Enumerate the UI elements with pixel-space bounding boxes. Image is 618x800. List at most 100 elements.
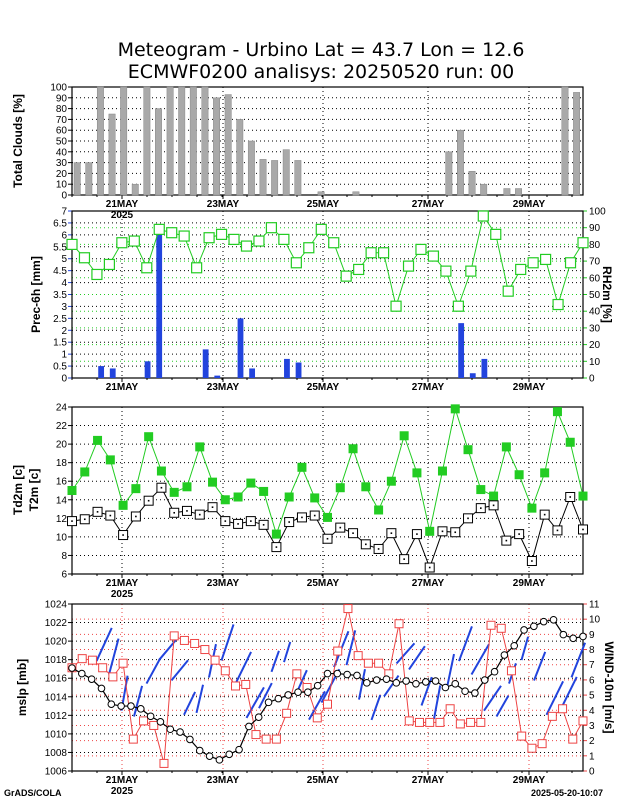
wind-marker bbox=[128, 734, 138, 744]
rh-marker bbox=[377, 247, 390, 259]
wind-marker bbox=[537, 739, 547, 749]
wind-marker bbox=[394, 619, 404, 629]
rh-marker bbox=[340, 270, 352, 282]
cloud-bar bbox=[282, 149, 290, 196]
td2m-marker-dot bbox=[122, 534, 124, 536]
wind-marker bbox=[169, 631, 179, 641]
wind-marker bbox=[261, 734, 271, 744]
td2m-marker-dot bbox=[186, 510, 188, 512]
td2m-marker-dot bbox=[198, 513, 201, 516]
wind-barb bbox=[258, 682, 273, 709]
y-tick-label: 1016 bbox=[45, 674, 68, 685]
cloud-bar bbox=[259, 159, 267, 196]
rh-marker bbox=[66, 238, 78, 250]
y-tick-label: 90 bbox=[56, 93, 68, 104]
precip-bar bbox=[458, 323, 465, 378]
wind-marker bbox=[282, 708, 292, 718]
cloud-bar bbox=[352, 191, 360, 196]
td2m-marker-dot bbox=[250, 520, 252, 522]
t2m-marker bbox=[156, 466, 166, 476]
y-tick-label: 3.5 bbox=[53, 290, 67, 301]
rh-marker bbox=[265, 222, 278, 234]
mslp-marker bbox=[471, 689, 479, 697]
wind-marker bbox=[558, 704, 568, 714]
mslp-marker bbox=[530, 622, 538, 631]
wind-marker bbox=[251, 730, 261, 740]
t2m-marker bbox=[412, 468, 422, 478]
precip-bar bbox=[214, 375, 221, 378]
rh-marker bbox=[303, 242, 315, 254]
mslp-marker bbox=[451, 679, 460, 688]
t2m-marker bbox=[450, 404, 460, 414]
wind-marker bbox=[292, 669, 302, 679]
y-tick-label: 6.5 bbox=[53, 218, 67, 229]
t2m-marker bbox=[310, 493, 320, 503]
chart-title-line2: ECMWF0200 analisys: 20250520 run: 00 bbox=[128, 61, 514, 83]
wind-marker bbox=[404, 716, 414, 726]
mslp-marker bbox=[87, 675, 96, 683]
t2m-marker bbox=[565, 437, 575, 447]
y-tick-label: 1010 bbox=[45, 729, 68, 740]
y2-tick-label: 100 bbox=[589, 207, 606, 218]
mslp-marker bbox=[205, 752, 214, 760]
y-tick-label: 2.5 bbox=[53, 314, 67, 325]
mslp-marker bbox=[549, 615, 558, 624]
td2m-marker-dot bbox=[160, 486, 163, 489]
footer-timestamp: 2025-05-20-10:07 bbox=[531, 788, 603, 798]
precip-bar bbox=[156, 232, 163, 378]
wind-marker bbox=[496, 623, 506, 633]
wind-marker bbox=[445, 704, 455, 714]
y-tick-label: 4.5 bbox=[53, 266, 67, 277]
wind-barb bbox=[358, 668, 366, 700]
rh-marker bbox=[116, 237, 128, 249]
panel-frame bbox=[71, 210, 584, 379]
td2m-marker-dot bbox=[339, 526, 342, 529]
rh-marker bbox=[328, 237, 340, 249]
x-day-label: 25MAY bbox=[307, 199, 340, 210]
cloud-bar bbox=[515, 188, 522, 196]
wind-barb bbox=[433, 685, 442, 720]
wind-marker bbox=[374, 658, 384, 668]
y-tick-label: 6 bbox=[61, 230, 67, 241]
wind-marker bbox=[323, 699, 332, 709]
wind-barb bbox=[495, 695, 510, 717]
mslp-marker bbox=[136, 705, 145, 713]
cloud-bar bbox=[224, 94, 232, 196]
mslp-marker bbox=[176, 728, 184, 736]
y-tick-label: 4 bbox=[61, 278, 67, 289]
td2m-marker-dot bbox=[390, 532, 393, 534]
y-tick-label: 1024 bbox=[45, 600, 68, 611]
wind-marker bbox=[486, 620, 496, 630]
cloud-bar bbox=[108, 113, 116, 196]
cloud-bar bbox=[96, 86, 104, 196]
t2m-marker bbox=[386, 476, 396, 486]
mslp-marker bbox=[313, 681, 322, 690]
x-day-label: 23MAY bbox=[207, 578, 240, 589]
x-day-label: 29MAY bbox=[513, 578, 546, 589]
y2-tick-label: 30 bbox=[589, 323, 601, 334]
cloud-bar bbox=[236, 119, 244, 196]
y-tick-label: 60 bbox=[56, 126, 68, 137]
wind-marker bbox=[87, 655, 97, 665]
precip-bar bbox=[144, 361, 151, 378]
rh-marker bbox=[552, 298, 564, 311]
y-tick-label: 0.5 bbox=[53, 362, 67, 373]
rh-marker bbox=[203, 232, 215, 244]
cloud-bar bbox=[178, 86, 186, 196]
td2m-marker-dot bbox=[313, 514, 316, 517]
x-day-label: 21MAY bbox=[106, 775, 139, 786]
mslp-marker bbox=[569, 634, 577, 643]
x-day-label: 27MAY bbox=[412, 578, 445, 589]
mslp-marker bbox=[412, 679, 420, 688]
rh-marker bbox=[103, 258, 115, 271]
y-tick-label: 0 bbox=[61, 374, 67, 385]
rh-marker bbox=[390, 300, 402, 312]
cloud-bar bbox=[561, 86, 569, 196]
wind-marker bbox=[414, 717, 424, 727]
mslp-marker bbox=[363, 679, 371, 687]
y2-tick-label: 11 bbox=[589, 600, 600, 611]
wind-barb bbox=[483, 685, 502, 712]
x-day-label: 23MAY bbox=[207, 199, 240, 210]
